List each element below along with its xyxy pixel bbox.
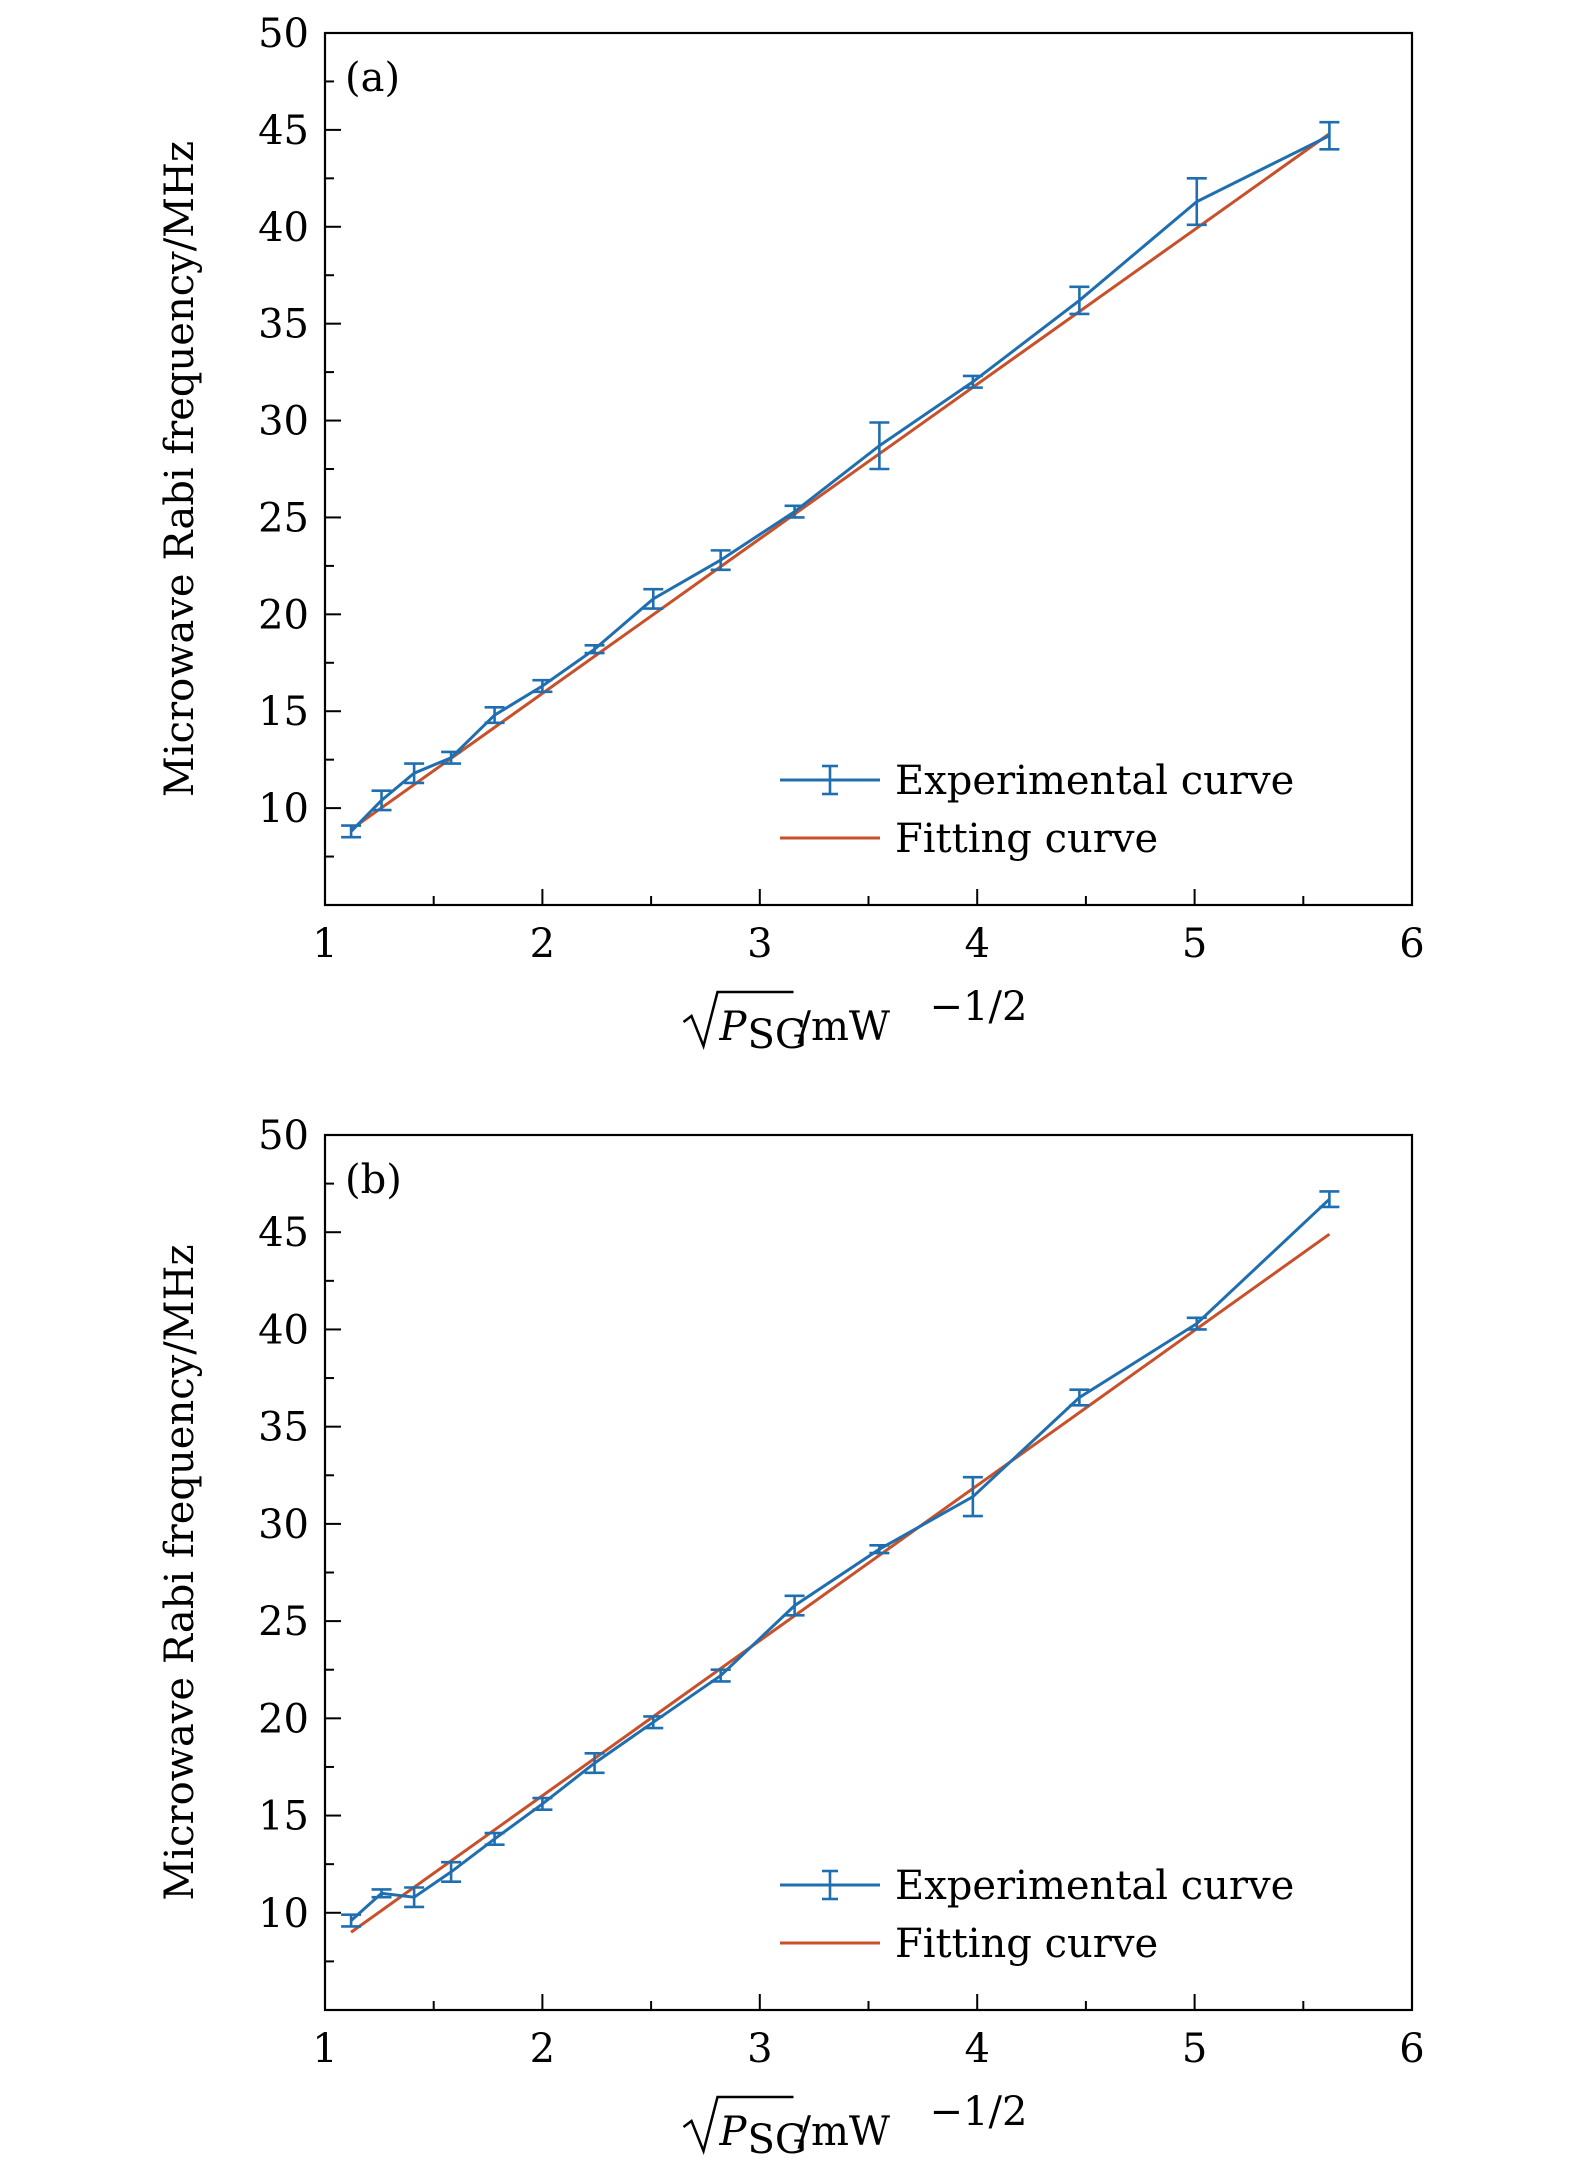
x-tick-label: 5 <box>1182 921 1207 967</box>
y-axis-label: Microwave Rabi frequency/MHz <box>157 1244 203 1900</box>
y-tick-label: 35 <box>258 302 309 348</box>
error-bar <box>404 1886 425 1909</box>
y-tick-label: 25 <box>258 495 309 541</box>
x-label-variable: P <box>719 2109 748 2155</box>
y-tick-label: 50 <box>258 11 309 57</box>
x-label-unit: /mW <box>798 1004 891 1050</box>
x-tick-label: 5 <box>1182 2026 1207 2072</box>
x-tick-label: 2 <box>530 921 555 967</box>
error-bar <box>441 750 462 765</box>
error-bar <box>1319 1190 1340 1209</box>
y-tick-label: 30 <box>258 1502 309 1548</box>
error-bar <box>643 1715 664 1730</box>
y-tick-label: 10 <box>258 786 309 832</box>
error-bar <box>584 644 605 655</box>
error-bar <box>404 762 425 785</box>
y-tick-label: 45 <box>258 1210 309 1256</box>
legend: Experimental curve Fitting curve <box>780 1863 1294 1967</box>
error-bar <box>869 1543 890 1555</box>
x-label-exponent: −1/2 <box>930 984 1028 1030</box>
error-bar <box>532 678 553 694</box>
x-tick-label: 3 <box>747 921 772 967</box>
error-bar <box>1069 285 1090 316</box>
error-bar <box>584 1752 605 1775</box>
x-tick-label: 6 <box>1399 2026 1424 2072</box>
x-label-variable: P <box>719 1004 748 1050</box>
experimental-curve-line <box>350 134 1331 833</box>
x-axis-label: P SG/mW −1/2 <box>682 2089 1028 2163</box>
error-bar <box>784 1594 805 1617</box>
x-tick-label: 6 <box>1399 921 1424 967</box>
legend-label-fit: Fitting curve <box>895 816 1158 862</box>
x-label-exponent: −1/2 <box>930 2089 1028 2135</box>
error-bar <box>341 1913 362 1928</box>
x-tick-label: 1 <box>312 921 337 967</box>
y-tick-label: 25 <box>258 1599 309 1645</box>
error-bar <box>962 374 983 389</box>
y-tick-label: 15 <box>258 689 309 735</box>
error-bar <box>962 1475 983 1518</box>
error-bar <box>484 1831 505 1847</box>
panel-label: (b) <box>345 1157 402 1203</box>
legend-label-experimental: Experimental curve <box>895 758 1294 804</box>
experimental-curve-line <box>350 1198 1331 1922</box>
error-bar <box>869 421 890 471</box>
legend: Experimental curve Fitting curve <box>780 758 1294 862</box>
legend-label-experimental: Experimental curve <box>895 1863 1294 1909</box>
x-tick-label: 1 <box>312 2026 337 2072</box>
panel-label: (a) <box>345 55 400 101</box>
error-bar <box>341 824 362 839</box>
error-bar <box>1319 120 1340 151</box>
y-tick-label: 15 <box>258 1794 309 1840</box>
x-label-subscript: SG <box>748 2117 807 2163</box>
error-bar <box>1186 177 1207 227</box>
x-tick-label: 4 <box>964 2026 989 2072</box>
error-bar <box>371 789 392 812</box>
sqrt-symbol <box>682 2095 794 2156</box>
error-bar <box>710 1668 731 1683</box>
sqrt-symbol <box>682 990 794 1051</box>
y-axis-label: Microwave Rabi frequency/MHz <box>157 141 203 797</box>
error-bar <box>643 587 664 610</box>
fitting-curve-line <box>350 132 1331 831</box>
x-label-subscript: SG <box>748 1012 807 1058</box>
error-bar <box>1186 1316 1207 1331</box>
error-bar <box>710 549 731 572</box>
y-tick-label: 30 <box>258 399 309 445</box>
x-tick-label: 3 <box>747 2026 772 2072</box>
y-tick-label: 35 <box>258 1405 309 1451</box>
fitting-curve-line <box>350 1232 1331 1934</box>
error-bar <box>784 504 805 519</box>
y-tick-label: 50 <box>258 1113 309 1159</box>
y-tick-label: 40 <box>258 1307 309 1353</box>
x-tick-label: 2 <box>530 2026 555 2072</box>
y-tick-label: 40 <box>258 205 309 251</box>
x-tick-label: 4 <box>964 921 989 967</box>
error-bar <box>1069 1388 1090 1407</box>
error-bar <box>441 1860 462 1883</box>
y-tick-label: 20 <box>258 592 309 638</box>
error-bar <box>371 1888 392 1899</box>
y-tick-label: 10 <box>258 1891 309 1937</box>
x-label-unit: /mW <box>798 2109 891 2155</box>
y-tick-label: 20 <box>258 1696 309 1742</box>
x-axis-label: P SG/mW −1/2 <box>682 984 1028 1058</box>
legend-label-fit: Fitting curve <box>895 1921 1158 1967</box>
error-bar <box>484 706 505 725</box>
error-bar <box>532 1796 553 1812</box>
y-tick-label: 45 <box>258 108 309 154</box>
